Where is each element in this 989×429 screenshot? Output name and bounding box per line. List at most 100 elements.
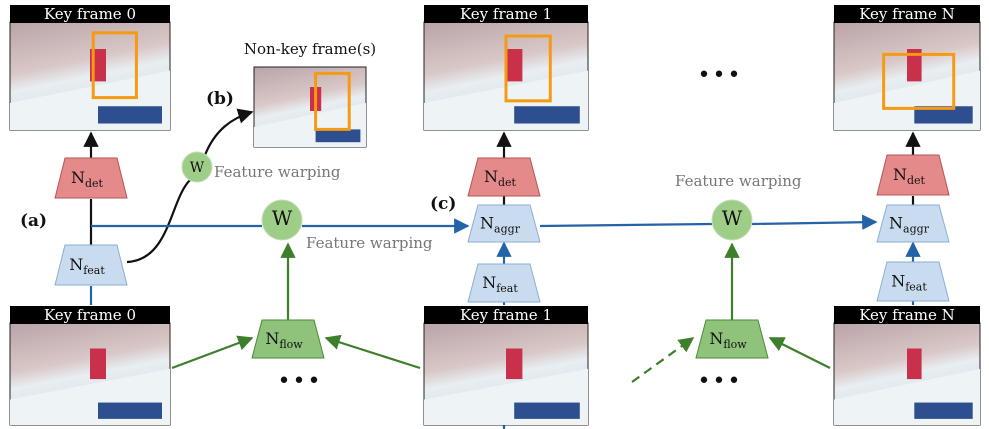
- detection-box: [882, 52, 956, 110]
- node-label: Nfeat: [891, 272, 927, 294]
- node-shape: [876, 204, 950, 243]
- node-sub: aggr: [903, 223, 930, 236]
- frame-title: Key frame N: [859, 306, 955, 324]
- gate: [907, 49, 922, 82]
- edge: [768, 337, 831, 369]
- title-bar: [834, 306, 980, 324]
- frame-title: Key frame 0: [44, 5, 136, 23]
- node-shape: [695, 319, 769, 359]
- node-label: Ndet: [484, 167, 517, 189]
- node-sub: flow: [279, 338, 303, 351]
- ellipsis: •••: [278, 369, 323, 394]
- node-label: Nflow: [709, 329, 747, 351]
- node-shape: [467, 204, 541, 243]
- ellipsis: •••: [698, 63, 743, 88]
- detection-box: [504, 34, 552, 103]
- warp-symbol: W: [190, 160, 205, 176]
- node-label: Naggr: [480, 214, 521, 236]
- score-box: [914, 106, 973, 124]
- warp-caption: Feature warping: [214, 163, 341, 181]
- detection-box: [91, 31, 138, 100]
- warp-caption: Feature warping: [675, 172, 802, 190]
- ellipsis: •••: [698, 369, 743, 394]
- node-main: N: [889, 214, 903, 233]
- frame: Key frame N: [833, 306, 981, 426]
- frame: Key frame 1: [423, 306, 589, 426]
- node-label: Nflow: [265, 329, 303, 351]
- edge: [751, 214, 878, 230]
- warp-node: [711, 199, 753, 241]
- label-c: (c): [430, 194, 456, 214]
- node-label: Nfeat: [482, 273, 518, 295]
- node-shape: [467, 263, 541, 303]
- node-sub: det: [498, 176, 517, 189]
- frame-title: Key frame 0: [44, 306, 136, 324]
- detection-box: [314, 71, 351, 131]
- title-bar: [424, 306, 588, 324]
- node-sub: feat: [83, 264, 105, 277]
- frame: Key frame 0: [9, 5, 171, 131]
- gate: [506, 348, 523, 380]
- title-bar: [834, 5, 980, 23]
- node-main: N: [891, 272, 905, 291]
- node-main: N: [69, 255, 83, 274]
- node-label: Ndet: [71, 168, 104, 190]
- node-sub: aggr: [494, 223, 521, 236]
- score-box: [98, 106, 162, 124]
- warp-symbol: W: [272, 206, 293, 230]
- node-main: N: [71, 168, 85, 187]
- title-bar: [10, 5, 170, 23]
- frame-title: Key frame 1: [460, 5, 552, 23]
- node-sub: feat: [905, 281, 927, 294]
- edge: [126, 179, 191, 264]
- node-shape: [876, 154, 950, 196]
- edge: [203, 108, 254, 156]
- node-label: Naggr: [889, 214, 930, 236]
- non-key-title: Non-key frame(s): [244, 40, 376, 58]
- score-box: [315, 129, 361, 143]
- node-sub: flow: [723, 338, 747, 351]
- warp-symbol: W: [722, 206, 743, 230]
- node-shape: [54, 244, 128, 286]
- node-label: Ndet: [893, 165, 926, 187]
- score-box: [914, 402, 973, 419]
- score-box: [514, 402, 580, 419]
- gate: [907, 348, 922, 380]
- node-shape: [54, 157, 128, 199]
- node-sub: feat: [496, 282, 518, 295]
- node-label: Nfeat: [69, 255, 105, 277]
- label-a: (a): [20, 211, 47, 231]
- node-main: N: [480, 214, 494, 233]
- node-sub: det: [85, 177, 104, 190]
- frame-title: Key frame N: [859, 5, 955, 23]
- label-b: (b): [206, 89, 234, 109]
- frame-title: Key frame 1: [460, 306, 552, 324]
- frame: Key frame N: [833, 5, 981, 131]
- frame: Key frame 0: [9, 306, 171, 426]
- score-box: [98, 402, 162, 419]
- warp-node: [181, 151, 213, 183]
- edge: [324, 334, 421, 370]
- edge: [539, 222, 713, 228]
- title-bar: [424, 5, 588, 23]
- frame: Key frame 1: [423, 5, 589, 131]
- node-sub: det: [907, 174, 926, 187]
- edge: [171, 335, 254, 370]
- warp-node: [261, 199, 303, 241]
- gate: [90, 348, 106, 380]
- score-box: [514, 106, 580, 124]
- node-shape: [467, 157, 541, 197]
- node-main: N: [893, 165, 907, 184]
- node-main: N: [484, 167, 498, 186]
- node-main: N: [709, 329, 723, 348]
- node-shape: [251, 319, 325, 359]
- frame: [253, 66, 367, 148]
- node-main: N: [265, 329, 279, 348]
- title-bar: [10, 306, 170, 324]
- gate: [506, 49, 523, 82]
- warp-caption: Feature warping: [306, 234, 433, 252]
- node-main: N: [482, 273, 496, 292]
- edge: [631, 337, 695, 383]
- node-shape: [876, 261, 950, 302]
